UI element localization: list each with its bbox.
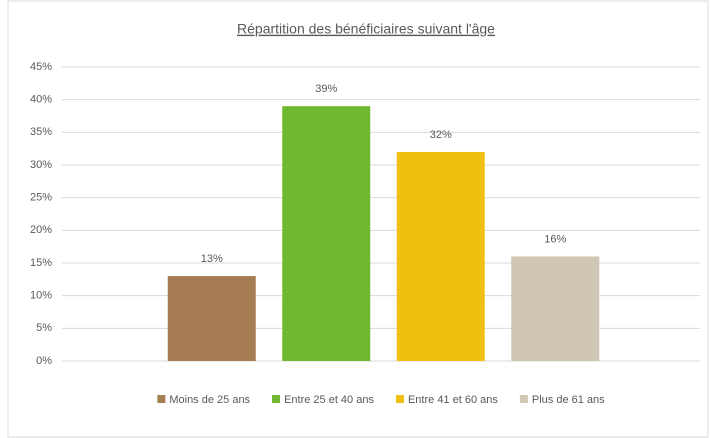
bar <box>396 151 485 361</box>
y-tick-label: 0% <box>36 355 52 367</box>
legend-label: Entre 41 et 60 ans <box>408 394 498 406</box>
y-tick-label: 20% <box>30 224 52 236</box>
bar <box>282 106 371 361</box>
legend-label: Entre 25 et 40 ans <box>284 394 374 406</box>
bar <box>511 256 600 361</box>
y-tick-label: 30% <box>30 159 52 171</box>
legend-swatch <box>519 395 528 403</box>
chart-title: Répartition des bénéficiaires suivant l'… <box>237 21 495 37</box>
legend-swatch <box>272 395 281 403</box>
bar <box>167 276 256 361</box>
legend-label: Moins de 25 ans <box>169 394 250 406</box>
y-tick-label: 15% <box>30 257 52 269</box>
y-tick-label: 5% <box>36 322 52 334</box>
y-tick-label: 10% <box>30 290 52 302</box>
legend-swatch <box>395 395 404 403</box>
y-tick-label: 40% <box>30 94 52 106</box>
data-label: 39% <box>315 83 337 95</box>
legend-label: Plus de 61 ans <box>532 394 605 406</box>
y-tick-label: 35% <box>30 126 52 138</box>
data-label: 13% <box>201 253 223 265</box>
data-label: 16% <box>544 233 566 245</box>
legend-swatch <box>157 395 166 403</box>
data-label: 32% <box>430 129 452 141</box>
y-tick-label: 45% <box>30 61 52 73</box>
y-tick-label: 25% <box>30 192 52 204</box>
